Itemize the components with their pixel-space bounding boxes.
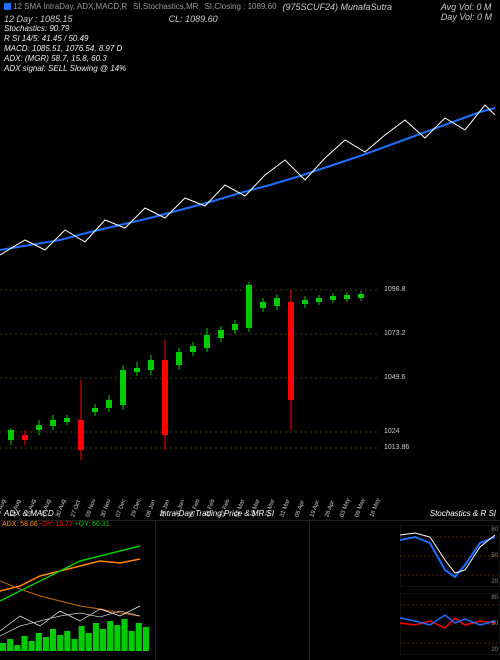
sma-day-value: 12 Day : 1085.15: [4, 14, 73, 25]
price-level-label: 1098.8: [384, 286, 498, 293]
stochastics-chart: [400, 525, 500, 587]
price-level-label: 1073.2: [384, 330, 498, 337]
date-label: 16 May: [369, 490, 384, 518]
date-label: 07 Dec: [115, 490, 130, 518]
intraday-panel: Intra-Day Trading Price & MR SI: [155, 520, 310, 660]
date-label: 09 May: [354, 490, 369, 518]
avg-vol: Avg Vol: 0 M: [441, 2, 492, 12]
stoch-y-axis: 80 50 20: [491, 527, 498, 585]
volume-info: Avg Vol: 0 M Day Vol: 0 M: [441, 2, 492, 22]
date-label: 30 Aug: [55, 490, 70, 518]
date-label: 26 Apr: [324, 490, 339, 518]
price-level-label: 1013.86: [384, 444, 498, 451]
day-vol: Day Vol: 0 M: [441, 12, 492, 22]
date-label: 27 Oct: [70, 490, 85, 518]
stoch-label: SI,Stochastics,MR: [133, 2, 198, 13]
indicator-summary: Stochastics: 90.79 R SI 14/5: 41.45 / 50…: [4, 24, 126, 74]
price-level-label: 1024: [384, 428, 498, 435]
mini-axis-tick: 50: [491, 553, 498, 559]
adx-legend-pdy: +DY: 60.31: [75, 521, 110, 528]
date-label: 08 Jan: [145, 490, 160, 518]
adx-panel-title: ADX & MACD: [4, 509, 54, 518]
mini-axis-tick: 20: [491, 647, 498, 653]
rsi-y-axis: 80 50 20: [491, 595, 498, 653]
date-label: 05 Apr: [294, 490, 309, 518]
stoch-panel-title: Stochastics & R SI: [430, 509, 496, 518]
stochastics-rsi-panel: Stochastics & R SI 805020 805020: [310, 520, 500, 660]
date-label: 09 Nov: [85, 490, 100, 518]
rsi-value: R SI 14/5: 41.45 / 50.49: [4, 34, 126, 44]
mini-axis-tick: 80: [491, 527, 498, 533]
close-value: CL: 1089.60: [169, 14, 218, 25]
date-label: 19 Apr: [309, 490, 324, 518]
sma-color-swatch: [4, 3, 11, 10]
bottom-panel-row: ADX & MACD ADX: 58.66 -DY: 15.77 +DY: 60…: [0, 520, 500, 660]
date-label: 29 Dec: [130, 490, 145, 518]
adx-signal: ADX signal: SELL Slowing @ 14%: [4, 64, 126, 74]
mini-axis-tick: 50: [491, 621, 498, 627]
stochastics-value: Stochastics: 90.79: [4, 24, 126, 34]
adx-chart: [0, 521, 150, 651]
price-level-label: 1049.6: [384, 374, 498, 381]
date-label: 31 Mar: [280, 490, 295, 518]
intraday-chart: [156, 521, 306, 651]
chart-header: 12 SMA IntraDay, ADX,MACD,R SI,Stochasti…: [0, 0, 500, 27]
candlestick-chart: [0, 280, 430, 490]
rsi-chart: [400, 593, 500, 655]
adx-legend-adx: ADX: 58.66: [2, 521, 38, 528]
date-label: 03 May: [339, 490, 354, 518]
price-line-chart: [0, 90, 500, 270]
adx-legend-ndy: -DY: 15.77: [40, 521, 73, 528]
adx-value: ADX: (MGR) 58.7, 15.8, 60.3: [4, 54, 126, 64]
close-label: SI,Closing : 1089.60: [204, 2, 276, 13]
adx-legend: ADX: 58.66 -DY: 15.77 +DY: 60.31: [2, 521, 110, 528]
date-label: 30 Nov: [100, 490, 115, 518]
ticker-sub: (975SCUF24) MunafaSutra: [283, 2, 393, 13]
adx-macd-panel: ADX & MACD ADX: 58.66 -DY: 15.77 +DY: 60…: [0, 520, 155, 660]
intra-panel-title: Intra-Day Trading Price & MR SI: [160, 509, 274, 518]
macd-value: MACD: 1085.51, 1076.54, 8.97 D: [4, 44, 126, 54]
mini-axis-tick: 20: [491, 579, 498, 585]
ema-label: 12 SMA IntraDay, ADX,MACD,R: [13, 2, 127, 11]
mini-axis-tick: 80: [491, 595, 498, 601]
